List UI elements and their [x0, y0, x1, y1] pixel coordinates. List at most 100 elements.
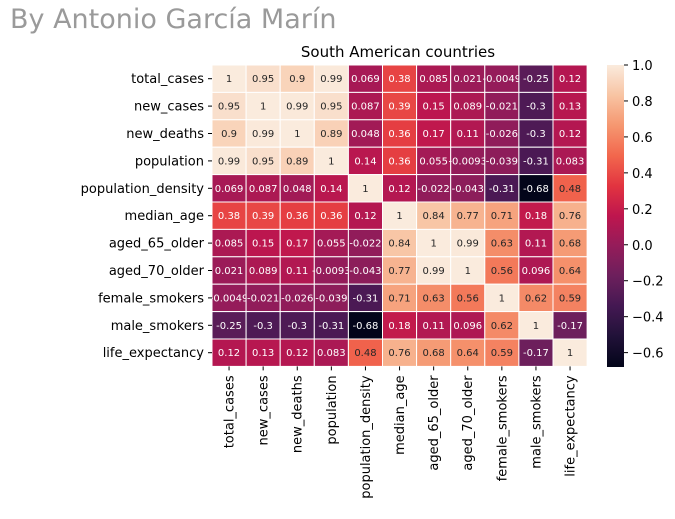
heatmap-cell — [313, 256, 349, 285]
cell-value-label: 0.99 — [423, 266, 445, 277]
y-tick-label: population_density — [81, 182, 205, 197]
heatmap-cell — [518, 201, 554, 230]
y-tick-label: new_deaths — [126, 127, 204, 142]
heatmap-cell — [279, 338, 315, 367]
heatmap-cell — [347, 283, 383, 313]
colorbar: 1.0 0.8 0.6 0.4 0.2 0.0 −0.2 −0.4 −0.6 — [607, 59, 664, 367]
heatmap-cell — [450, 91, 486, 121]
x-tick-label: female_smokers — [495, 375, 510, 481]
x-tick-label: new_cases — [257, 375, 272, 445]
cell-value-label: 0.63 — [491, 239, 513, 250]
cell-value-label: 0.085 — [419, 74, 448, 85]
cell-value-label: -0.31 — [523, 156, 549, 167]
y-tick-label: median_age — [125, 209, 204, 224]
cell-value-label: -0.0093 — [312, 266, 351, 277]
cell-value-label: 1 — [362, 184, 368, 195]
heatmap-cell — [484, 64, 520, 93]
cell-value-label: 0.71 — [388, 293, 410, 304]
heatmap-cell — [211, 119, 247, 148]
heatmap-cell — [211, 283, 247, 313]
cell-value-label: 0.95 — [252, 74, 274, 85]
cell-value-label: -0.022 — [418, 184, 450, 195]
cell-value-label: 1 — [533, 321, 539, 332]
y-tick-label: life_expectancy — [103, 346, 205, 361]
cell-value-label: 1 — [260, 102, 266, 113]
cell-value-label: 0.77 — [388, 266, 410, 277]
heatmap-cell — [347, 201, 383, 230]
cell-value-label: 0.38 — [388, 74, 410, 85]
x-tick-label: population_density — [359, 375, 374, 499]
cell-value-label: 0.12 — [559, 74, 581, 85]
heatmap-cell — [416, 201, 452, 230]
cell-value-label: 0.17 — [423, 129, 445, 140]
heatmap-cell — [211, 201, 247, 230]
cell-value-label: 0.069 — [215, 184, 244, 195]
cell-value-label: 0.18 — [525, 211, 547, 222]
cell-value-label: -0.043 — [452, 184, 484, 195]
y-tick-label: new_cases — [134, 100, 204, 115]
cell-value-label: 0.17 — [286, 239, 308, 250]
x-tick-label: new_deaths — [291, 375, 306, 453]
colorbar-tick-label: −0.2 — [632, 275, 664, 290]
heatmap-cell — [484, 256, 520, 285]
cell-value-label: 0.13 — [559, 102, 581, 113]
cell-value-label: 0.84 — [388, 239, 410, 250]
heatmap-cell — [518, 283, 554, 313]
heatmap-cell — [382, 174, 418, 203]
y-tick-label: total_cases — [131, 72, 204, 87]
heatmap-cell — [450, 283, 486, 313]
cell-value-label: -0.31 — [318, 321, 344, 332]
heatmap-cell — [518, 256, 554, 285]
cell-value-label: 0.56 — [457, 293, 479, 304]
cell-value-label: 1 — [226, 74, 232, 85]
heatmap-cell — [245, 256, 281, 285]
cell-value-label: 0.39 — [388, 102, 410, 113]
cell-value-label: 0.77 — [457, 211, 479, 222]
cell-value-label: 1 — [499, 293, 505, 304]
cell-value-label: -0.026 — [486, 129, 518, 140]
heatmap-cell — [279, 119, 315, 148]
x-tick-label: male_smokers — [529, 375, 544, 469]
cell-value-label: 0.12 — [286, 348, 308, 359]
cell-value-label: 0.71 — [491, 211, 513, 222]
heatmap-cell — [518, 174, 554, 203]
heatmap-cell — [347, 174, 383, 203]
x-tick-label: aged_65_older — [427, 375, 442, 471]
cell-value-label: 0.069 — [351, 74, 380, 85]
cell-value-label: -0.68 — [523, 184, 549, 195]
colorbar-tick-label: 1.0 — [632, 59, 653, 74]
heatmap-cell — [518, 228, 554, 258]
heatmap-cell — [450, 201, 486, 230]
cell-value-label: -0.0049 — [483, 74, 522, 85]
cell-value-label: 0.11 — [457, 129, 479, 140]
cell-value-label: 1 — [430, 239, 436, 250]
cell-value-label: 0.14 — [320, 184, 342, 195]
heatmap-cell — [313, 338, 349, 367]
cell-value-label: 0.95 — [320, 102, 342, 113]
cell-value-label: 0.13 — [252, 348, 274, 359]
heatmap-cell — [552, 256, 588, 285]
heatmap-cell — [245, 311, 281, 340]
cell-value-label: 0.99 — [252, 129, 274, 140]
cell-value-label: 0.99 — [457, 239, 479, 250]
x-tick-label: aged_70_older — [461, 375, 476, 471]
heatmap-cell — [313, 119, 349, 148]
cell-value-label: 1 — [328, 156, 334, 167]
cell-value-label: 0.36 — [388, 156, 410, 167]
y-tick-label: population — [135, 154, 204, 169]
cell-value-label: 0.021 — [215, 266, 244, 277]
heatmap-cell — [552, 174, 588, 203]
cell-value-label: 0.84 — [423, 211, 445, 222]
heatmap-cell — [416, 174, 452, 203]
heatmap-cell — [518, 91, 554, 121]
heatmap-cell — [552, 283, 588, 313]
cell-value-label: 1 — [396, 211, 402, 222]
x-tick-label: median_age — [393, 375, 408, 454]
cell-value-label: 0.083 — [556, 156, 585, 167]
heatmap-cell — [279, 91, 315, 121]
cell-value-label: 0.48 — [559, 184, 581, 195]
cell-value-label: -0.17 — [557, 321, 583, 332]
heatmap-cell — [382, 228, 418, 258]
cell-value-label: 0.18 — [388, 321, 410, 332]
y-tick-label: aged_65_older — [109, 237, 205, 252]
